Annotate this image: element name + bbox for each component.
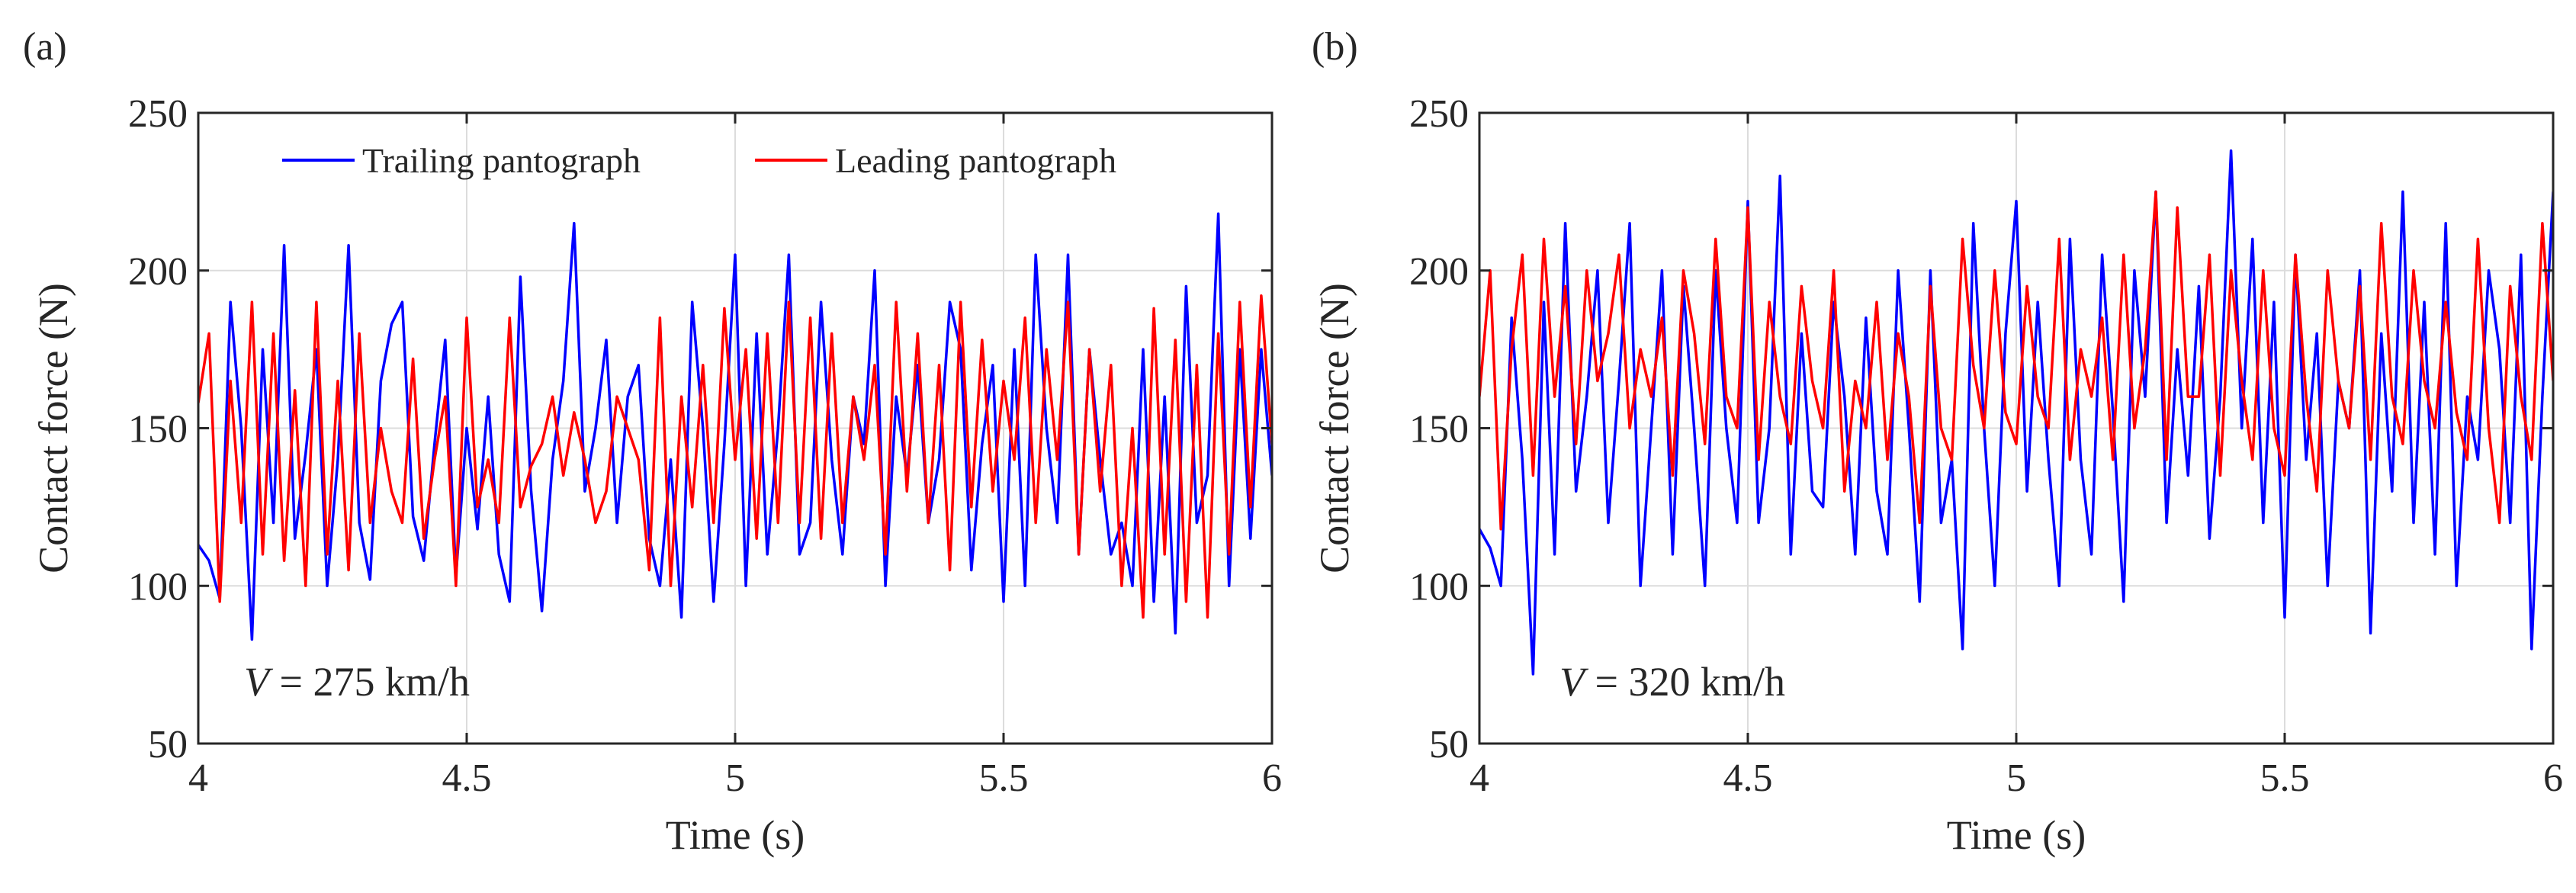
y-axis-label: Contact force (N) [31, 283, 76, 573]
legend: Trailing pantograph Leading pantograph [282, 141, 1116, 180]
series-line-trailing-pantograph [1479, 149, 2553, 676]
y-tick-label: 200 [1409, 250, 1469, 294]
x-tick-label: 4.5 [442, 756, 492, 800]
x-tick-label: 4 [1469, 756, 1489, 800]
x-tick-label: 4.5 [1723, 756, 1773, 800]
series-line-leading-pantograph [1479, 190, 2553, 531]
panel-label: (b) [1312, 25, 1358, 69]
y-tick-label: 100 [128, 565, 188, 609]
plot-area [1479, 149, 2553, 676]
speed-annotation: V = 320 km/h [1559, 659, 1785, 705]
x-tick-label: 5 [725, 756, 745, 800]
panel-label: (a) [23, 25, 67, 69]
panel-b: (b) 4 4.5 5 5.5 6 50 100 150 200 250 Contact forc… [1312, 25, 2563, 858]
y-axis-label: Contact force (N) [1312, 283, 1357, 573]
x-tick-label: 5 [2006, 756, 2026, 800]
y-tick-label: 150 [128, 408, 188, 451]
speed-variable: V [1559, 659, 1589, 705]
panel-a: (a) 4 4.5 5 5.5 6 50 100 150 200 250 Contact forc… [23, 25, 1282, 858]
y-tick-label: 200 [128, 250, 188, 294]
x-tick-label: 6 [2543, 756, 2563, 800]
speed-value: = 275 km/h [269, 659, 470, 705]
axis-ticks: 4 4.5 5 5.5 6 50 100 150 200 250 [128, 92, 1282, 800]
axis-ticks: 4 4.5 5 5.5 6 50 100 150 200 250 [1409, 92, 2563, 800]
x-tick-label: 4 [188, 756, 208, 800]
y-tick-label: 50 [1429, 723, 1469, 766]
plot-area [198, 212, 1272, 641]
y-tick-label: 250 [1409, 92, 1469, 136]
y-tick-label: 100 [1409, 565, 1469, 609]
x-axis-label: Time (s) [666, 812, 805, 858]
y-tick-label: 50 [148, 723, 188, 766]
legend-label-trailing: Trailing pantograph [362, 141, 641, 180]
x-tick-label: 6 [1262, 756, 1282, 800]
y-tick-label: 150 [1409, 408, 1469, 451]
series-line-leading-pantograph [198, 294, 1272, 619]
x-tick-label: 5.5 [979, 756, 1029, 800]
x-tick-label: 5.5 [2260, 756, 2310, 800]
speed-annotation: V = 275 km/h [244, 659, 470, 705]
speed-variable: V [244, 659, 274, 705]
legend-label-leading: Leading pantograph [835, 141, 1116, 180]
y-tick-label: 250 [128, 92, 188, 136]
x-axis-label: Time (s) [1947, 812, 2086, 858]
speed-value: = 320 km/h [1585, 659, 1785, 705]
